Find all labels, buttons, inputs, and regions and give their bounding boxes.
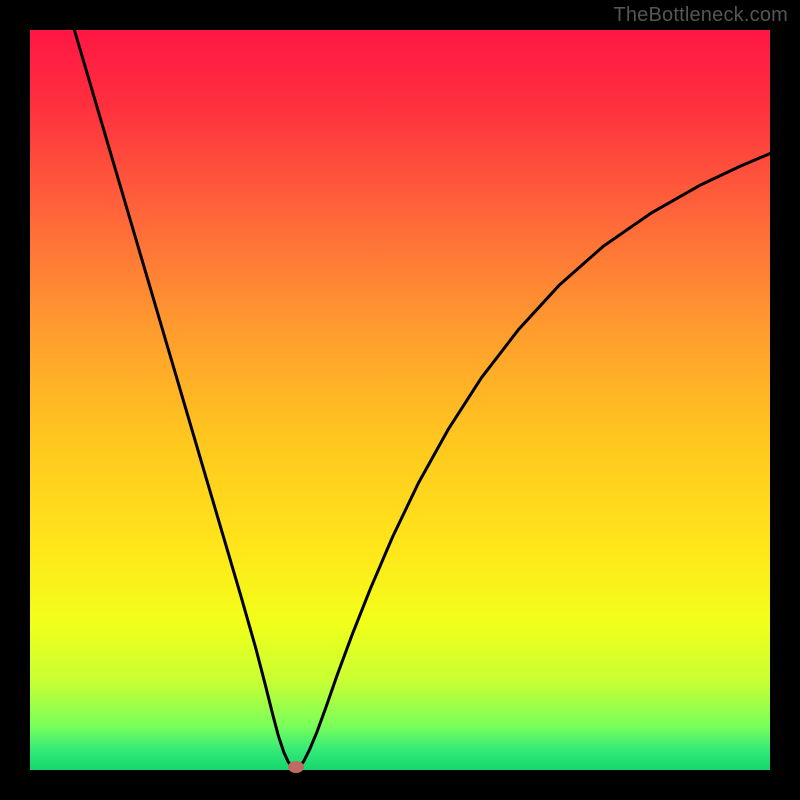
chart-minimum-marker (288, 761, 304, 773)
chart-curve (74, 30, 770, 769)
chart-curve-layer (30, 30, 770, 770)
watermark-text: TheBottleneck.com (613, 4, 788, 27)
chart-plot-area (30, 30, 770, 770)
